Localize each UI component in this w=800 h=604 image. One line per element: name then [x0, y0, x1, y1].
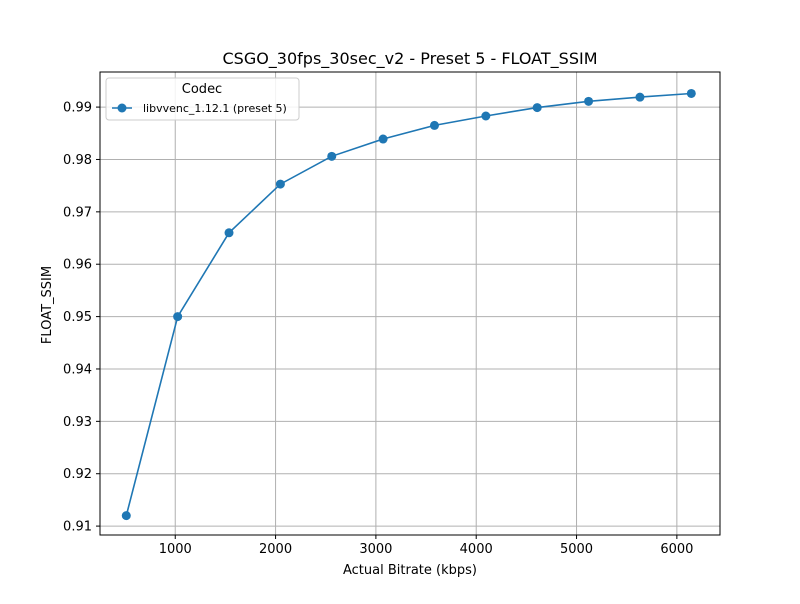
- legend-entry-label: libvvenc_1.12.1 (preset 5): [143, 102, 287, 115]
- data-point: [275, 179, 285, 189]
- series-layer: [121, 88, 696, 521]
- y-tick-label: 0.92: [63, 467, 92, 482]
- legend-marker: [117, 103, 127, 113]
- data-point: [686, 88, 696, 98]
- y-tick-label: 0.98: [63, 153, 92, 168]
- x-tick-label: 1000: [159, 542, 192, 557]
- data-point: [378, 134, 388, 144]
- x-tick-label: 2000: [259, 542, 292, 557]
- data-point: [121, 511, 131, 521]
- legend-title: Codec: [182, 82, 222, 97]
- grid: [100, 72, 720, 535]
- y-tick-label: 0.97: [63, 205, 92, 220]
- x-tick-label: 6000: [660, 542, 693, 557]
- y-tick-label: 0.96: [63, 258, 92, 273]
- data-point: [635, 92, 645, 102]
- data-point: [224, 228, 234, 238]
- data-point: [584, 96, 594, 106]
- ticks: 1000 2000 3000 4000 5000 6000 0.91 0.92 0.93 0.94…: [63, 101, 693, 557]
- data-point: [173, 312, 183, 322]
- y-tick-label: 0.93: [63, 415, 92, 430]
- data-point: [481, 111, 491, 121]
- x-axis-label: Actual Bitrate (kbps): [343, 563, 477, 578]
- x-tick-label: 3000: [359, 542, 392, 557]
- legend: Codec libvvenc_1.12.1 (preset 5): [105, 77, 300, 121]
- data-point: [327, 151, 337, 161]
- data-point: [429, 120, 439, 130]
- x-tick-label: 5000: [560, 542, 593, 557]
- y-tick-label: 0.99: [63, 101, 92, 116]
- y-tick-label: 0.95: [63, 310, 92, 325]
- plot-frame: [99, 71, 721, 536]
- series-line: [125, 92, 692, 516]
- y-axis-label: FLOAT_SSIM: [40, 266, 55, 344]
- y-tick-label: 0.94: [63, 362, 92, 377]
- x-tick-label: 4000: [460, 542, 493, 557]
- data-point: [532, 103, 542, 113]
- chart-title: CSGO_30fps_30sec_v2 - Preset 5 - FLOAT_S…: [222, 49, 597, 69]
- legend-box: [105, 77, 300, 121]
- y-tick-label: 0.91: [63, 520, 92, 535]
